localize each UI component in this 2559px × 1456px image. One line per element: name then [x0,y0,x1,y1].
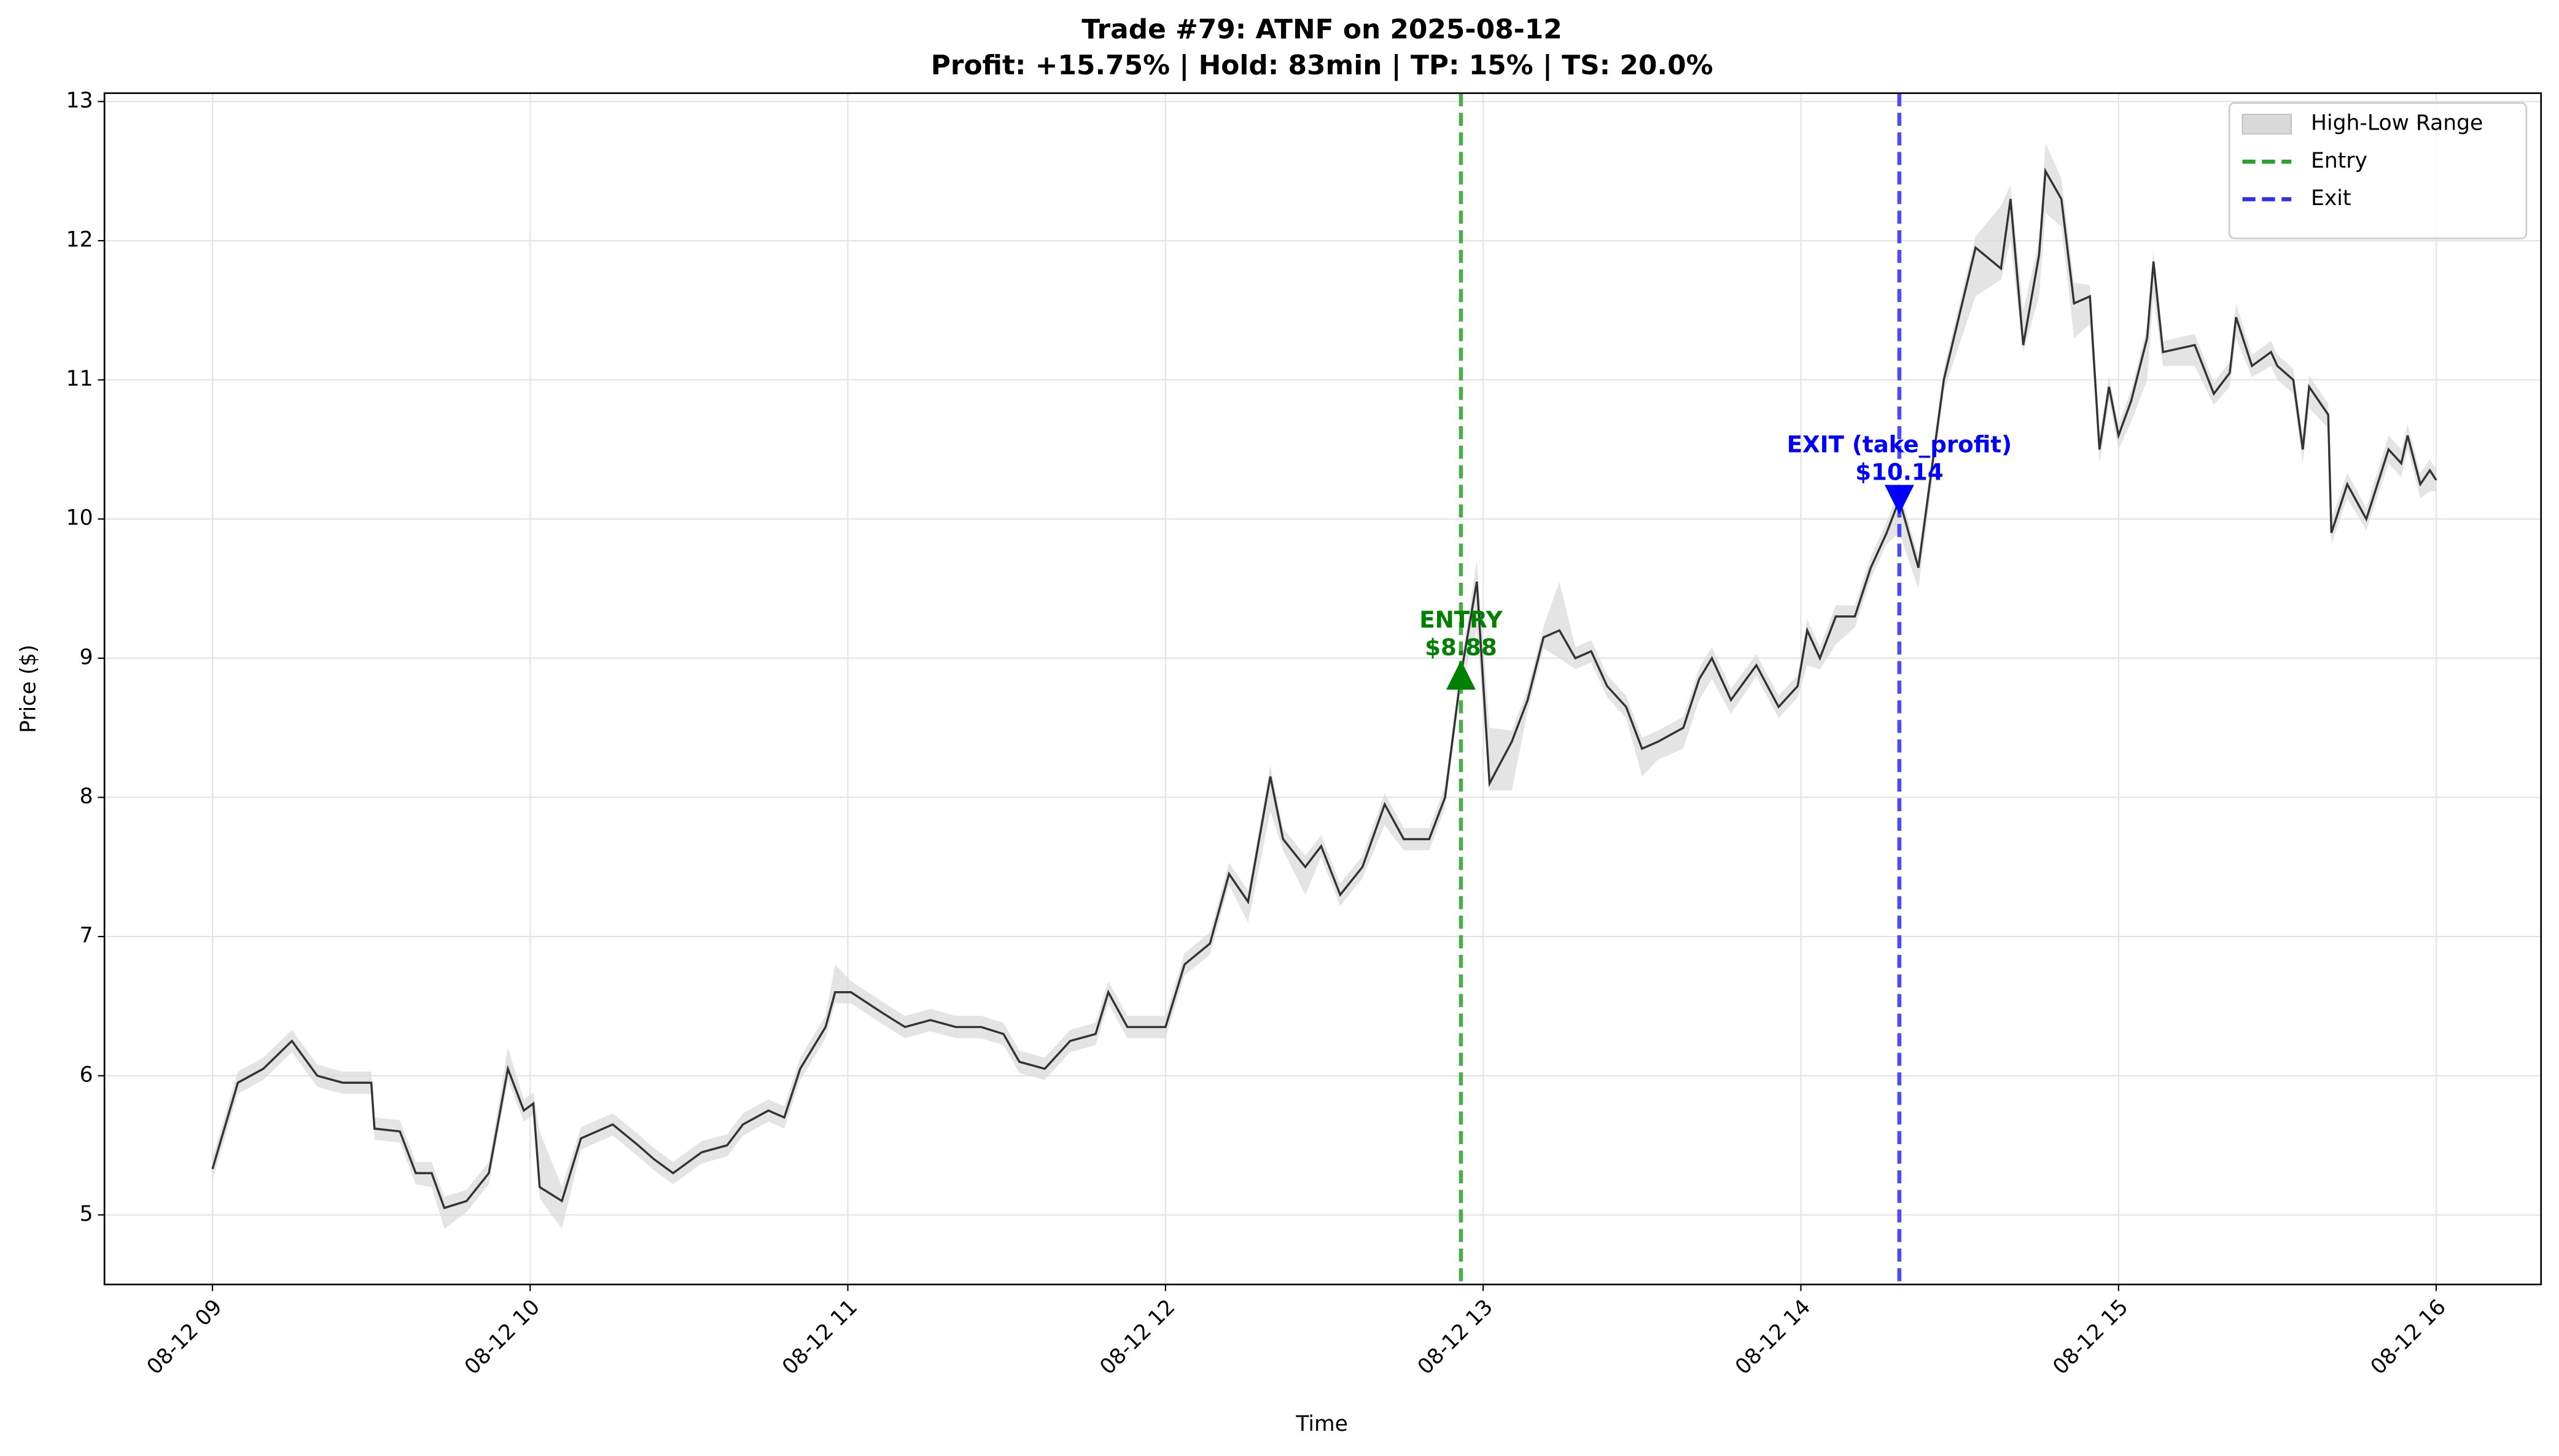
legend-swatch [2242,114,2292,134]
y-tick-label: 8 [79,784,93,809]
y-tick-label: 7 [79,924,93,948]
legend-label: Exit [2311,186,2351,211]
y-tick-label: 5 [79,1202,93,1226]
event-label: ENTRY [1419,606,1503,633]
event-value-label: $8.88 [1425,634,1497,661]
legend-label: High-Low Range [2311,111,2483,136]
chart-subtitle: Profit: +15.75% | Hold: 83min | TP: 15% … [931,50,1713,81]
event-label: EXIT (take_profit) [1787,430,2012,457]
event-marker [1446,660,1476,690]
x-axis-label: Time [1295,1412,1348,1436]
legend-label: Entry [2311,149,2367,173]
price-line [211,167,2437,1210]
legend-box [2228,102,2528,239]
y-tick-label: 10 [66,506,93,531]
y-tick-label: 11 [66,367,93,391]
event-marker [1884,485,1914,515]
chart-title: Trade #79: ATNF on 2025-08-12 [1081,14,1562,45]
y-tick-label: 13 [66,88,93,113]
legend: High-Low Range Entry Exit [2228,102,2528,239]
y-tick-label: 9 [79,645,93,669]
plot-frame [103,92,2542,1286]
y-tick-label: 12 [66,227,93,252]
y-tick-label: 6 [79,1062,93,1087]
event-value-label: $10.14 [1855,458,1944,485]
y-axis-label: Price ($) [16,645,41,733]
